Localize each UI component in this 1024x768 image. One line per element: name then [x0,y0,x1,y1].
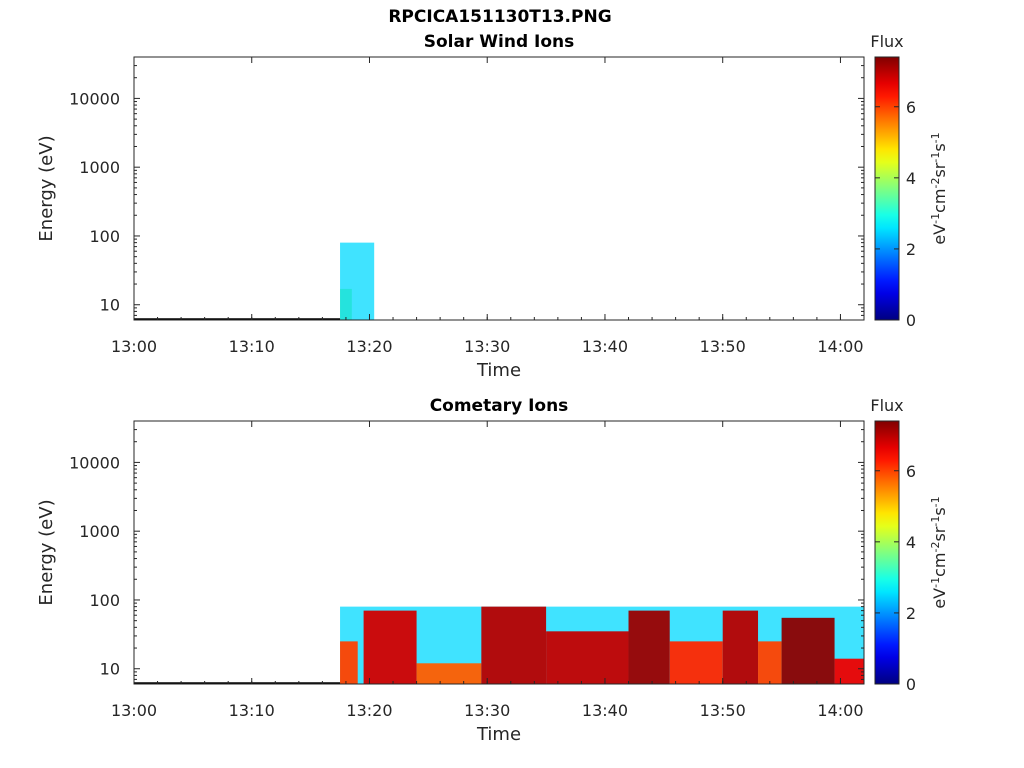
unit-exponent: -1 [929,213,942,224]
heatmap-cell [481,606,547,684]
unit-base: cm [930,553,949,577]
heatmap-cell [669,641,723,684]
colorbar [874,56,900,321]
y-tick-label: 10000 [69,453,120,472]
y-axis-label: Energy (eV) [36,499,57,605]
y-tick-label: 10000 [69,89,120,108]
heatmap-cell [834,658,864,684]
y-tick-label: 10 [100,296,120,315]
x-tick-label: 13:40 [582,337,628,356]
x-axis-label: Time [476,360,521,381]
panel-title-cometary: Cometary Ions [429,396,569,416]
y-tick-label: 100 [89,591,120,610]
x-tick-label: 13:30 [464,701,510,720]
x-tick-label: 13:10 [229,337,275,356]
plot-frame [133,56,865,321]
unit-base: sr [930,526,949,541]
heatmap-cell [628,610,670,684]
x-tick-label: 13:30 [464,337,510,356]
plot-frame [133,420,865,685]
colorbar-unit-label: eV-1cm-2sr-1s-1 [929,496,950,608]
colorbar [874,420,900,685]
colorbar-tick-label: 0 [906,311,916,330]
unit-exponent: -1 [929,152,942,163]
heatmap-cell [722,610,759,684]
colorbar-title: Flux [870,32,903,51]
colorbar-tick-label: 6 [906,98,916,117]
unit-exponent: -1 [929,577,942,588]
colorbar-tick-label: 2 [906,240,916,259]
heatmap-cell [363,610,417,684]
heatmap-cell [758,641,782,684]
unit-base: s [930,507,949,515]
unit-exponent: -1 [929,496,942,507]
colorbar-tick-label: 4 [906,533,916,552]
unit-base: sr [930,162,949,177]
colorbar-tick-label: 0 [906,675,916,694]
y-tick-label: 10 [100,660,120,679]
x-tick-label: 13:50 [700,701,746,720]
x-axis-label: Time [476,724,521,745]
unit-exponent: -1 [929,132,942,143]
panel-title-solar-wind: Solar Wind Ions [423,32,575,52]
x-tick-label: 13:20 [346,701,392,720]
unit-base: eV [930,224,949,245]
x-tick-label: 14:00 [817,337,863,356]
unit-exponent: -2 [929,542,942,553]
colorbar-unit-label: eV-1cm-2sr-1s-1 [929,132,950,244]
unit-base: eV [930,588,949,609]
y-tick-label: 100 [89,227,120,246]
colorbar-title: Flux [870,396,903,415]
x-tick-label: 13:40 [582,701,628,720]
heatmap-cell [340,641,358,684]
y-tick-label: 1000 [79,522,120,541]
x-tick-label: 14:00 [817,701,863,720]
x-tick-label: 13:50 [700,337,746,356]
colorbar-tick-label: 6 [906,462,916,481]
x-tick-label: 13:00 [111,337,157,356]
heatmap-cell [781,617,835,684]
x-tick-label: 13:10 [229,701,275,720]
x-tick-label: 13:20 [346,337,392,356]
colorbar-tick-label: 4 [906,169,916,188]
heatmap-cell [546,631,629,684]
unit-base: s [930,143,949,151]
unit-exponent: -2 [929,178,942,189]
heatmap-cell [340,242,375,320]
y-tick-label: 1000 [79,158,120,177]
unit-base: cm [930,189,949,213]
heatmap-cell [416,663,482,684]
unit-exponent: -1 [929,516,942,527]
page-title: RPCICA151130T13.PNG [388,7,612,27]
y-axis-label: Energy (eV) [36,135,57,241]
x-tick-label: 13:00 [111,701,157,720]
colorbar-tick-label: 2 [906,604,916,623]
